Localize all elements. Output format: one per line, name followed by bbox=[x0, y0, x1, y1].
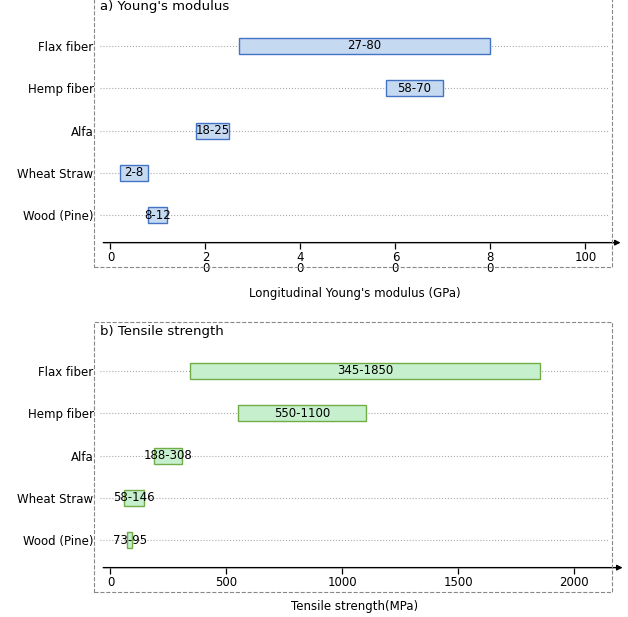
Text: 18-25: 18-25 bbox=[195, 124, 230, 137]
Bar bbox=[386, 80, 443, 96]
Text: 73-95: 73-95 bbox=[113, 534, 147, 547]
Bar bbox=[196, 123, 229, 139]
Bar bbox=[127, 532, 133, 548]
X-axis label: Longitudinal Young's modulus (GPa): Longitudinal Young's modulus (GPa) bbox=[249, 286, 460, 300]
Bar bbox=[120, 165, 148, 181]
Bar bbox=[238, 405, 365, 421]
Text: 2-8: 2-8 bbox=[124, 167, 144, 180]
Bar bbox=[154, 447, 182, 463]
Text: a) Young's modulus: a) Young's modulus bbox=[100, 0, 230, 13]
Text: 58-146: 58-146 bbox=[113, 491, 155, 504]
X-axis label: Tensile strength(MPa): Tensile strength(MPa) bbox=[291, 600, 418, 613]
Text: 58-70: 58-70 bbox=[398, 82, 431, 95]
Text: 8-12: 8-12 bbox=[144, 209, 171, 222]
Bar bbox=[239, 38, 490, 54]
Text: 27-80: 27-80 bbox=[347, 39, 382, 52]
Bar bbox=[190, 363, 539, 379]
Bar bbox=[148, 207, 168, 223]
Text: 345-1850: 345-1850 bbox=[337, 365, 393, 378]
Bar bbox=[124, 490, 144, 506]
Text: 188-308: 188-308 bbox=[144, 449, 192, 462]
Text: 550-1100: 550-1100 bbox=[274, 407, 330, 420]
Text: b) Tensile strength: b) Tensile strength bbox=[100, 325, 224, 338]
